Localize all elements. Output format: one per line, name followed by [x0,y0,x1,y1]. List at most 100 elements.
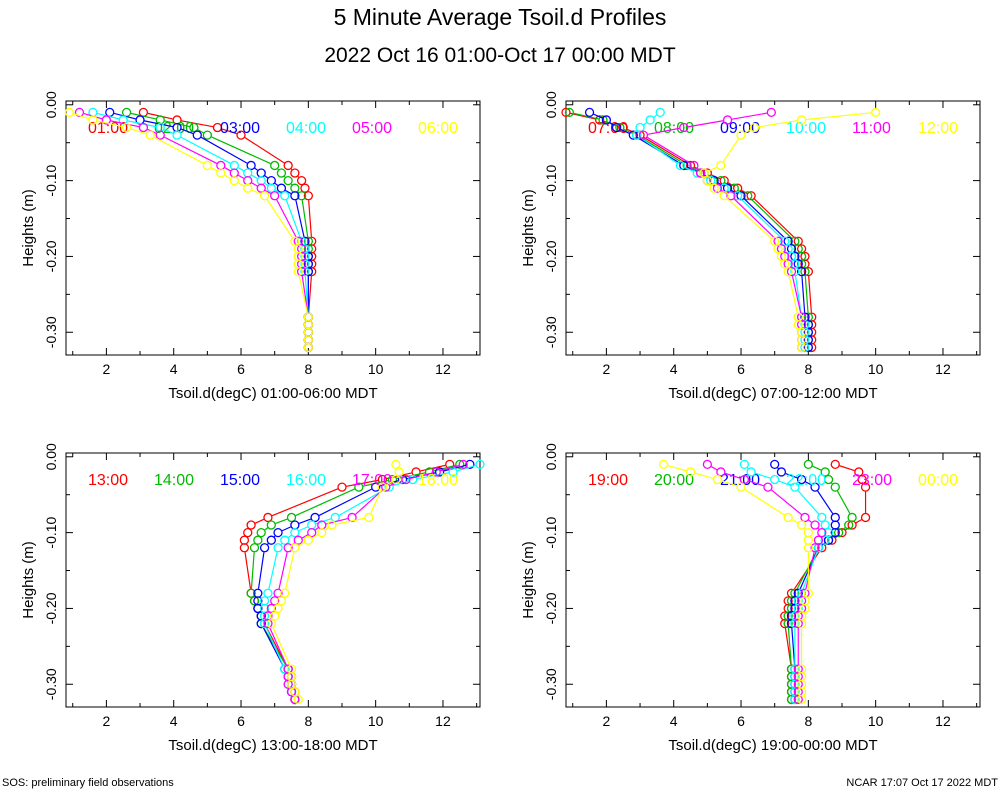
data-point [138,122,149,133]
data-point [293,535,303,545]
data-point [121,122,132,133]
data-point [307,266,317,277]
data-point [611,122,622,133]
data-point [844,520,854,530]
series-line-segment [791,519,798,524]
figure-subtitle: 2022 Oct 16 01:00-Oct 17 00:00 MDT [324,44,676,67]
series-line-segment [280,543,283,545]
data-point [817,527,827,538]
data-point [658,459,669,470]
series-line-segment [301,200,309,237]
data-point [695,168,706,178]
data-point [273,603,283,614]
series-line-segment [710,466,718,471]
data-point [263,618,273,629]
data-point [803,535,813,545]
series-line-segment [727,182,735,187]
data-point [259,543,270,553]
data-point [722,115,733,125]
data-point [286,679,297,689]
data-point [803,543,813,553]
data-point [397,474,408,485]
data-point [64,107,75,118]
data-point [796,520,807,530]
data-point [377,482,388,492]
series-line-segment [740,198,782,239]
data-point [88,115,98,125]
series-line-segment [295,488,355,517]
data-point [823,474,834,485]
data-point [202,160,213,171]
series-line-segment [197,129,204,134]
data-point [455,459,465,470]
plot-frame [65,100,481,356]
data-point [803,266,813,277]
data-point [280,535,290,545]
data-point [820,535,830,545]
data-point [290,236,300,246]
x-tick-label: 4 [670,361,678,377]
data-point [290,543,300,553]
data-point [202,130,213,140]
series-line-segment [724,472,741,479]
series-line-segment [573,112,599,120]
plot-frame [565,452,981,708]
data-point [803,588,813,598]
series-line-segment [804,527,806,530]
data-point [290,527,300,538]
data-point [458,459,468,470]
data-point [712,183,723,193]
series-line-segment [743,198,786,239]
series-line-segment [623,128,633,134]
data-point [296,175,307,186]
data-point [780,236,790,246]
x-tick-label: 2 [602,713,610,729]
data-point [796,694,807,705]
data-point [790,236,800,246]
data-point [408,474,418,485]
series-line-segment [163,136,218,164]
data-point [239,543,250,553]
data-point [411,467,421,477]
series-0900 [584,107,813,353]
data-point [776,467,787,477]
x-tick-label: 10 [368,361,384,377]
data-point [307,527,317,538]
data-point [246,160,256,171]
series-line-segment [812,465,822,471]
series-line-segment [791,275,802,313]
data-point [276,183,287,193]
data-point [229,160,239,171]
series-line-segment [804,276,809,313]
series-line-segment [696,168,699,171]
series-line-segment [283,175,286,178]
x-tick-label: 12 [935,713,951,729]
series-line-segment [298,518,312,525]
y-tick-label: -0.30 [43,316,59,348]
data-point [246,588,256,598]
legend-label: 13:00 [88,472,128,489]
data-point [689,160,699,171]
data-point [290,191,300,201]
data-point [719,191,729,201]
chart-panel-3: 2 4 6 8 10 12 0.00 -0.10 -0.20 -0.30 Tsoil.d(degC)… [20,443,485,754]
data-point [615,122,625,133]
data-point [796,266,807,277]
series-line-segment [570,112,596,120]
series-line-segment [298,275,308,313]
data-point [780,618,790,629]
series-1600 [259,459,485,705]
data-point [679,122,689,133]
series-line-segment [237,182,245,187]
series-line-segment [250,552,255,589]
series-line-segment [684,166,694,172]
data-point [796,342,807,353]
series-line-segment [285,199,301,238]
data-point [871,107,881,118]
data-point [266,618,276,629]
data-point [776,251,787,262]
chart-panel-4: 2 4 6 8 10 12 0.00 -0.10 -0.20 -0.30 Tsoil.d(degC)… [520,443,981,754]
series-line-segment [276,199,297,238]
data-point [635,122,645,133]
series-line-segment [836,490,851,514]
